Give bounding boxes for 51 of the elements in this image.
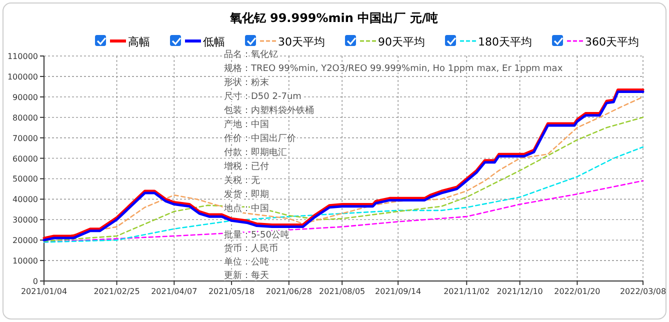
y-tick-label: 50000 [12, 174, 38, 184]
legend-label: 30天平均 [278, 36, 325, 48]
x-tick-label: 2021/08/05 [319, 287, 366, 296]
x-tick-label: 2021/02/25 [94, 287, 140, 296]
annotation: 品名：氧化钇 [224, 49, 278, 60]
x-tick-label: 2021/09/14 [375, 287, 422, 296]
legend-label: 低幅 [203, 36, 225, 48]
legend-item: 360天平均 [552, 35, 639, 48]
y-tick-label: 70000 [12, 134, 38, 143]
y-tick-label: 30000 [12, 216, 38, 225]
annotation: 单位：公吨 [224, 256, 269, 268]
legend-item: 30天平均 [245, 35, 325, 48]
annotation: 关税：无 [224, 175, 260, 186]
annotation: 货币：人民币 [224, 243, 278, 254]
annotation: 尺寸：D50 2-7um [224, 91, 302, 102]
legend-label: 360天平均 [585, 36, 639, 48]
annotation: 批量：5-50公吨 [224, 230, 290, 240]
legend-label: 高幅 [128, 36, 150, 48]
annotation: 形状：粉末 [224, 77, 269, 88]
annotation: 发货：即期 [224, 189, 269, 200]
annotation: 作价：中国出厂价 [223, 133, 296, 144]
x-tick-label: 2021/11/02 [444, 287, 490, 296]
x-tick-label: 2021/04/07 [151, 287, 198, 296]
legend-label: 90天平均 [378, 36, 425, 48]
chart-title: 氧化钇 99.999%min 中国出厂 元/吨 [228, 11, 438, 25]
y-tick-label: 110000 [7, 52, 38, 61]
legend-item: 180天平均 [445, 35, 532, 48]
y-tick-label: 40000 [12, 195, 38, 204]
y-tick-label: 20000 [12, 236, 38, 246]
annotation: 包装：内塑料袋外铁桶 [224, 105, 314, 116]
legend-item: 90天平均 [345, 35, 425, 48]
annotation: 产地：中国 [224, 119, 269, 130]
y-tick-label: 60000 [12, 154, 38, 164]
legend-label: 180天平均 [478, 36, 532, 48]
annotation: 更新：每天 [224, 270, 269, 281]
annotation: 规格：TREO 99%min, Y2O3/REO 99.999%min, Ho 1ppm max, Er 1ppm max [224, 63, 564, 74]
y-tick-label: 0 [32, 277, 38, 286]
x-tick-label: 2021/06/28 [266, 287, 312, 296]
legend-item: 高幅 [95, 35, 150, 48]
x-tick-label: 2021/05/18 [208, 287, 255, 296]
y-tick-label: 10000 [12, 256, 38, 266]
x-tick-label: 2022/01/20 [554, 287, 600, 296]
y-tick-label: 90000 [12, 92, 38, 102]
y-tick-label: 100000 [7, 72, 38, 82]
x-tick-label: 2021/01/04 [20, 287, 68, 296]
annotation: 付款：即期电汇 [224, 147, 287, 158]
legend-item: 低幅 [170, 35, 225, 48]
x-tick-label: 2022/03/08 [620, 287, 666, 296]
y-tick-label: 80000 [12, 113, 38, 122]
x-tick-label: 2021/12/10 [496, 287, 543, 296]
annotation: 增税：已付 [223, 161, 269, 172]
